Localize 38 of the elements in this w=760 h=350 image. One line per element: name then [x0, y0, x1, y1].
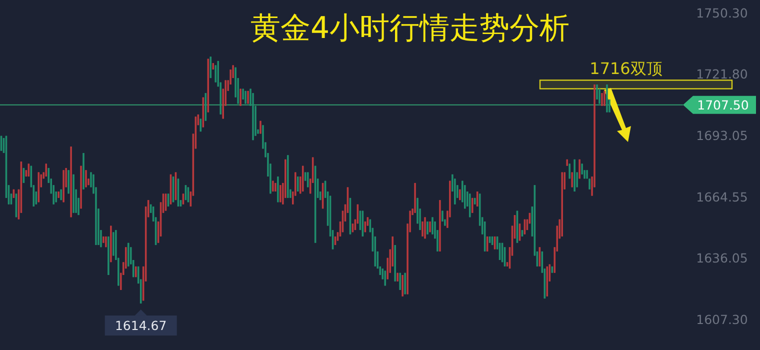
candlestick — [404, 272, 406, 295]
candlestick — [68, 170, 70, 194]
y-tick-label: 1607.30 — [696, 312, 748, 327]
y-tick-label: 1636.05 — [696, 250, 748, 266]
candlestick — [571, 172, 573, 188]
candlestick — [604, 90, 606, 106]
candlestick — [464, 184, 466, 210]
candlestick — [588, 178, 590, 190]
y-tick-label: 1750.30 — [696, 6, 748, 21]
candlestick — [210, 56, 212, 78]
ref-line-label: 1707.50 — [697, 97, 749, 112]
candlestick — [240, 88, 242, 106]
candlestick — [399, 272, 401, 290]
low-price-label: 1614.67 — [104, 310, 177, 336]
candlestick — [422, 221, 424, 237]
candlestick — [596, 84, 598, 100]
y-tick-label: 1721.80 — [696, 66, 748, 82]
candlestick — [424, 216, 426, 239]
candlestick — [112, 232, 114, 256]
candlestick — [432, 216, 434, 235]
candlestick — [214, 64, 217, 83]
y-tick-label: 1664.55 — [696, 189, 748, 204]
candlestick — [384, 270, 386, 286]
band-label: 1716双顶 — [590, 59, 662, 78]
candlestick — [471, 198, 474, 214]
candlestick — [581, 163, 583, 175]
candlestick — [45, 163, 48, 177]
candlestick — [426, 221, 428, 235]
candlestick — [468, 193, 471, 218]
candlestick — [568, 163, 570, 180]
candlestick — [601, 92, 603, 106]
candlestick — [280, 184, 282, 203]
annotation: 1614.67 — [114, 318, 167, 334]
chart-title: 黄金4小时行情走势分析 — [250, 11, 570, 46]
candlestick — [85, 170, 87, 188]
candlestick — [402, 274, 404, 297]
y-tick-label: 1693.05 — [696, 128, 748, 144]
candlestick — [127, 242, 130, 267]
